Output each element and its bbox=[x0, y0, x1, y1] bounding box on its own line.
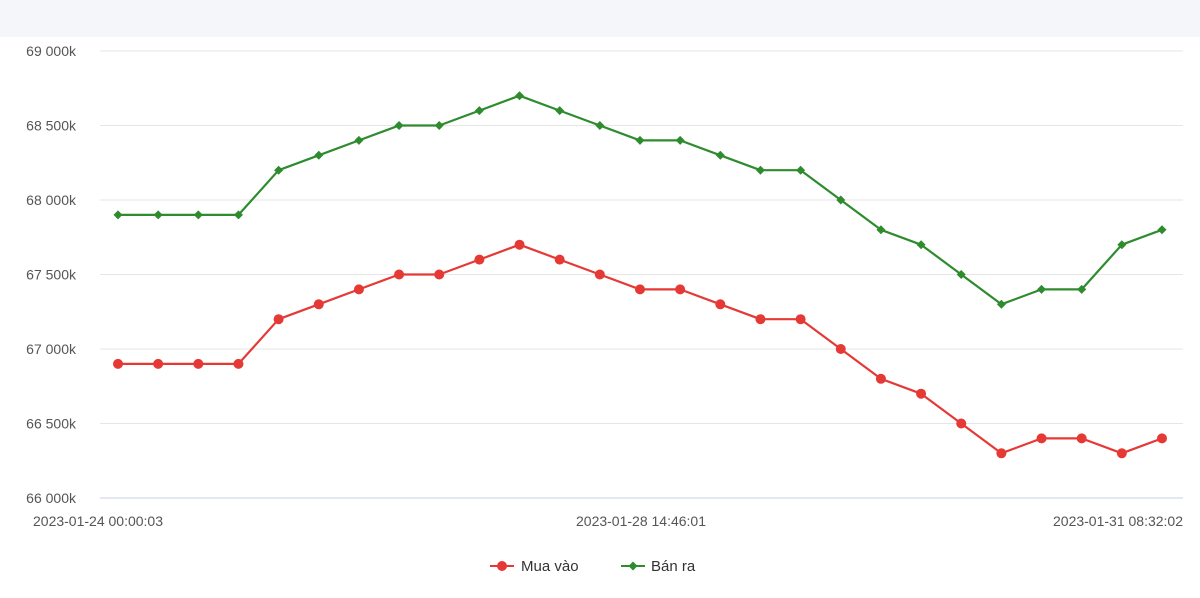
data-point[interactable] bbox=[755, 165, 765, 175]
data-point[interactable] bbox=[796, 165, 806, 175]
top-band bbox=[0, 0, 1200, 37]
data-point[interactable] bbox=[956, 418, 967, 429]
data-point[interactable] bbox=[233, 358, 244, 369]
data-point[interactable] bbox=[835, 344, 846, 354]
legend-marker bbox=[497, 561, 507, 571]
data-point[interactable] bbox=[1037, 284, 1047, 294]
data-point[interactable] bbox=[113, 210, 123, 220]
data-point[interactable] bbox=[755, 314, 766, 325]
data-point[interactable] bbox=[916, 388, 927, 399]
x-tick-label: 2023-01-24 00:00:03 bbox=[33, 513, 163, 529]
data-point[interactable] bbox=[434, 269, 445, 280]
x-tick-label: 2023-01-28 14:46:01 bbox=[576, 513, 706, 529]
data-point[interactable] bbox=[555, 106, 565, 116]
data-point[interactable] bbox=[996, 299, 1006, 309]
data-point[interactable] bbox=[875, 373, 886, 384]
data-point[interactable] bbox=[474, 106, 484, 116]
data-point[interactable] bbox=[554, 254, 565, 265]
data-point[interactable] bbox=[916, 240, 926, 250]
series-mua-vao bbox=[113, 239, 1167, 459]
data-point[interactable] bbox=[193, 358, 204, 369]
data-point[interactable] bbox=[514, 239, 525, 250]
legend-item[interactable]: Mua vào bbox=[490, 558, 579, 575]
data-point[interactable] bbox=[876, 225, 886, 235]
data-point[interactable] bbox=[836, 195, 846, 205]
y-tick-label: 68 000k bbox=[26, 192, 77, 208]
data-point[interactable] bbox=[153, 210, 163, 220]
data-point[interactable] bbox=[1157, 225, 1167, 235]
y-tick-label: 68 500k bbox=[26, 118, 77, 134]
data-point[interactable] bbox=[233, 210, 243, 220]
data-point[interactable] bbox=[795, 314, 806, 325]
data-point[interactable] bbox=[434, 121, 444, 130]
y-axis: 66 000k 66 500k 67 000k 67 500k 68 000k 68 50… bbox=[26, 43, 77, 506]
y-tick-label: 66 500k bbox=[26, 416, 77, 432]
legend-marker bbox=[628, 561, 638, 571]
data-point[interactable] bbox=[675, 135, 685, 145]
data-point[interactable] bbox=[956, 270, 966, 279]
x-tick-label: 2023-01-31 08:32:02 bbox=[1053, 513, 1183, 529]
data-point[interactable] bbox=[635, 135, 645, 145]
series-group bbox=[113, 91, 1167, 459]
data-point[interactable] bbox=[1157, 433, 1167, 444]
data-point[interactable] bbox=[113, 358, 123, 369]
data-point[interactable] bbox=[274, 165, 284, 175]
y-tick-label: 67 500k bbox=[26, 267, 77, 283]
legend[interactable]: Mua vào Bán ra bbox=[490, 558, 696, 575]
y-tick-label: 69 000k bbox=[26, 43, 77, 59]
legend-item[interactable]: Bán ra bbox=[621, 558, 696, 575]
y-tick-label: 66 000k bbox=[26, 490, 77, 506]
y-tick-label: 67 000k bbox=[26, 341, 77, 357]
data-point[interactable] bbox=[715, 299, 726, 310]
data-point[interactable] bbox=[273, 314, 284, 325]
grid-lines bbox=[100, 50, 1183, 499]
data-point[interactable] bbox=[394, 121, 404, 130]
data-point[interactable] bbox=[595, 121, 605, 130]
data-point[interactable] bbox=[715, 150, 725, 160]
data-point[interactable] bbox=[675, 284, 686, 295]
data-point[interactable] bbox=[1036, 433, 1047, 444]
data-point[interactable] bbox=[314, 150, 324, 160]
data-point[interactable] bbox=[353, 284, 364, 295]
x-axis: 2023-01-24 00:00:03 2023-01-28 14:46:01 20… bbox=[33, 513, 1183, 529]
data-point[interactable] bbox=[313, 299, 324, 310]
data-point[interactable] bbox=[1076, 433, 1087, 444]
data-point[interactable] bbox=[193, 210, 203, 220]
data-point[interactable] bbox=[354, 135, 364, 145]
data-point[interactable] bbox=[635, 284, 645, 295]
series-ban-ra bbox=[113, 91, 1167, 309]
data-point[interactable] bbox=[1117, 240, 1127, 250]
legend-label: Bán ra bbox=[651, 558, 696, 575]
data-point[interactable] bbox=[1116, 448, 1127, 459]
legend-label: Mua vào bbox=[521, 558, 579, 575]
data-point[interactable] bbox=[394, 269, 405, 280]
data-point[interactable] bbox=[996, 448, 1007, 459]
data-point[interactable] bbox=[594, 269, 605, 280]
data-point[interactable] bbox=[515, 91, 525, 101]
data-point[interactable] bbox=[1077, 284, 1087, 294]
data-point[interactable] bbox=[474, 254, 485, 265]
data-point[interactable] bbox=[153, 358, 164, 369]
